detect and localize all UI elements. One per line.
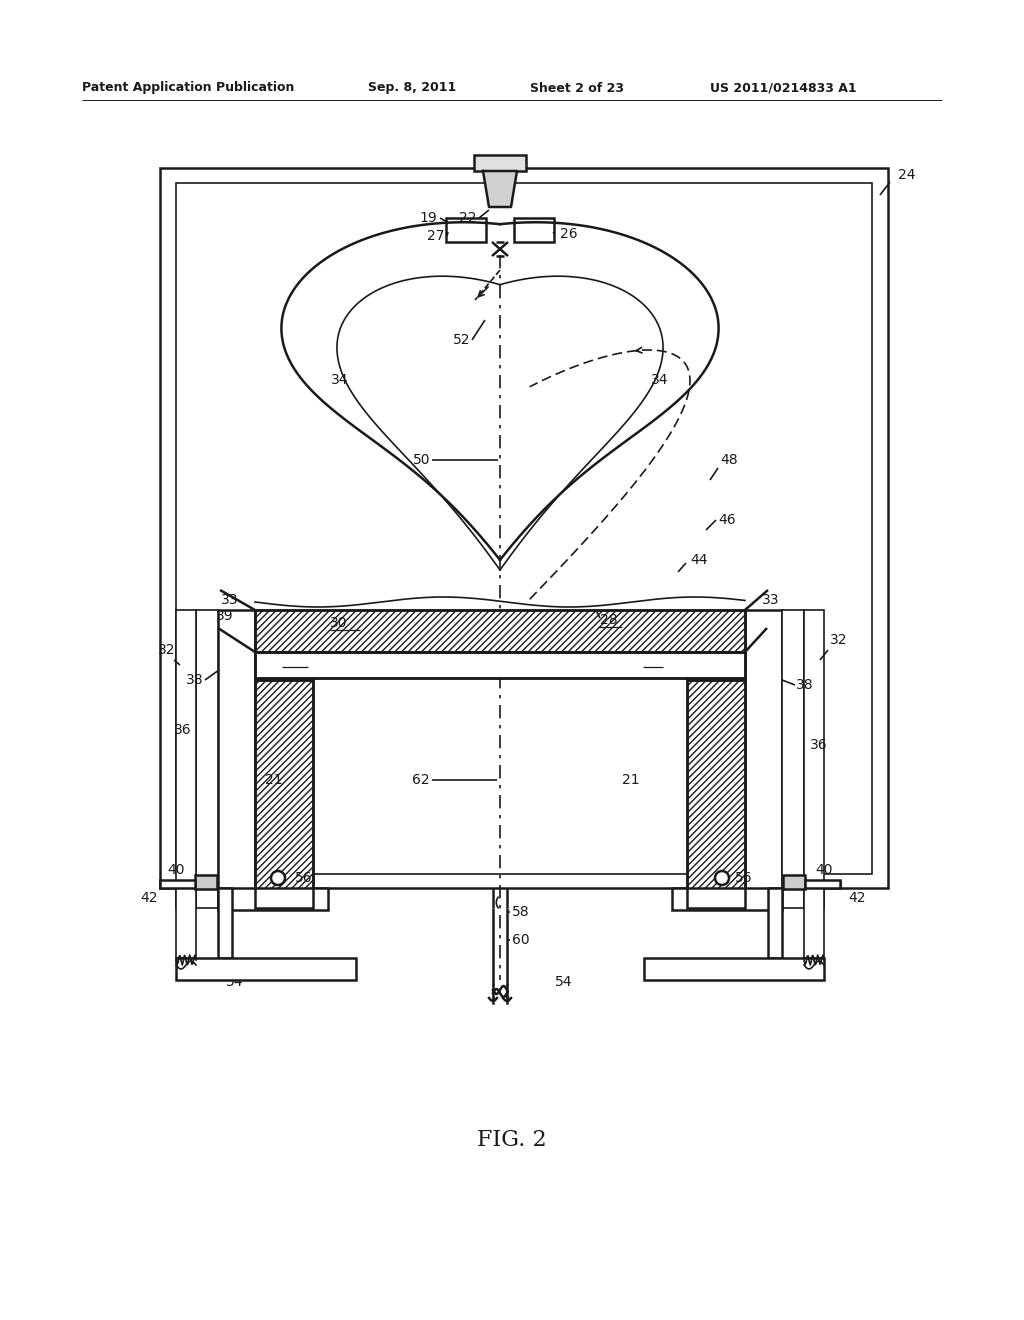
Text: 38: 38 [796,678,814,692]
Text: 46: 46 [718,513,735,527]
Text: 44: 44 [690,553,708,568]
Text: FIG. 2: FIG. 2 [477,1129,547,1151]
Bar [255,610,745,652]
Text: 32: 32 [158,643,175,657]
Text: 27: 27 [427,228,445,243]
Text: Patent Application Publication: Patent Application Publication [82,82,294,95]
Bar [218,610,255,908]
Text: 54: 54 [226,975,244,989]
Bar [783,875,805,888]
Bar [218,888,232,958]
Text: 56: 56 [295,871,312,884]
Text: Sep. 8, 2011: Sep. 8, 2011 [368,82,457,95]
Text: 36: 36 [174,723,193,737]
Text: 34: 34 [651,374,669,387]
Text: 60: 60 [512,933,529,946]
Text: 62: 62 [413,774,430,787]
Text: 38: 38 [186,673,204,686]
Bar [514,218,554,242]
Text: 28: 28 [600,612,617,627]
Bar [768,888,782,958]
Text: 42: 42 [848,891,865,906]
Bar [474,154,526,172]
Bar [255,680,313,908]
Bar [687,680,745,908]
Text: Sheet 2 of 23: Sheet 2 of 23 [530,82,624,95]
Bar [804,888,824,958]
Bar [160,168,888,888]
Text: 21: 21 [265,774,283,787]
Bar [255,610,745,652]
Polygon shape [483,172,517,207]
Bar [176,958,356,979]
Text: 40: 40 [168,863,185,876]
Text: 33: 33 [762,593,779,607]
Bar [176,183,872,874]
Text: 58: 58 [512,906,529,919]
Text: 32: 32 [830,634,848,647]
Text: 20: 20 [643,653,660,667]
Text: 25: 25 [282,653,299,667]
Circle shape [715,871,729,884]
Text: 50: 50 [413,453,430,467]
Text: 42: 42 [140,891,158,906]
Bar [804,610,824,908]
Text: 48: 48 [720,453,737,467]
Bar [160,880,195,888]
Bar [782,610,804,908]
Text: US 2011/0214833 A1: US 2011/0214833 A1 [710,82,857,95]
Bar [196,610,218,908]
Bar [644,958,824,979]
Bar [176,888,196,958]
Text: 33: 33 [220,593,238,607]
Text: 52: 52 [453,333,470,347]
Text: 54: 54 [555,975,572,989]
Bar [745,610,782,908]
Bar [672,888,782,909]
Text: 30: 30 [330,616,347,630]
Circle shape [271,871,285,884]
Text: 34: 34 [331,374,349,387]
Text: 22: 22 [459,211,476,224]
Text: 36: 36 [810,738,827,752]
Bar [176,610,196,908]
Bar [255,680,313,908]
Text: 56: 56 [735,871,753,884]
Text: 40: 40 [815,863,833,876]
Bar [255,652,745,678]
Bar [805,880,840,888]
Text: 19: 19 [419,211,437,224]
Text: 24: 24 [898,168,915,182]
Bar [446,218,486,242]
Bar [687,680,745,908]
Bar [195,875,217,888]
Bar [255,652,745,678]
Text: 39: 39 [216,609,234,623]
Bar [218,888,328,909]
Text: 21: 21 [623,774,640,787]
Text: 26: 26 [560,227,578,242]
